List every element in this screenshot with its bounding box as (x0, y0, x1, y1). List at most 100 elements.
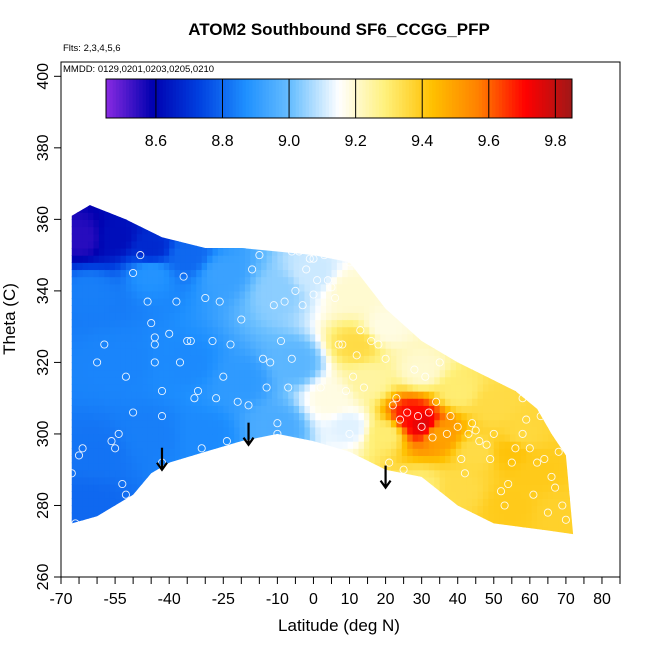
heat-cell (212, 419, 219, 428)
heat-cell (185, 205, 192, 206)
heat-cell (299, 405, 306, 414)
heat-cell (61, 248, 67, 256)
heat-cell (147, 205, 154, 213)
heat-cell (250, 205, 257, 213)
heat-cell (510, 326, 517, 335)
heat-cell (466, 505, 473, 514)
heat-cell (515, 298, 522, 306)
heat-cell (353, 305, 360, 313)
colorbar-segment (332, 79, 337, 118)
heat-cell (320, 391, 327, 399)
heat-cell (228, 240, 235, 249)
heat-cell (88, 212, 95, 220)
heat-cell (250, 340, 257, 349)
heat-cell (217, 340, 224, 349)
heat-cell (71, 255, 73, 263)
heat-cell (266, 255, 273, 263)
heat-cell (196, 405, 203, 414)
heat-cell (445, 469, 452, 478)
heat-cell (515, 419, 522, 428)
heat-cell (71, 247, 73, 256)
heat-cell (223, 519, 230, 528)
heat-cell (82, 276, 89, 285)
heat-cell (147, 355, 154, 364)
heat-cell (304, 191, 310, 199)
heat-cell (488, 255, 495, 263)
sample-point (129, 268, 138, 278)
heat-cell (488, 205, 495, 206)
heat-cell (174, 426, 181, 435)
heat-cell (353, 326, 360, 335)
heat-cell (88, 498, 95, 507)
heat-cell (428, 247, 435, 256)
heat-cell (407, 340, 414, 349)
heat-cell (336, 262, 343, 271)
heat-cell (575, 248, 581, 256)
heat-cell (385, 441, 392, 449)
sample-point (291, 286, 300, 295)
heat-cell (423, 255, 430, 263)
heat-cell (71, 326, 73, 335)
heat-cell (169, 312, 176, 321)
heat-cell (239, 526, 246, 535)
heat-cell (455, 247, 462, 256)
heat-cell (147, 312, 154, 321)
heat-cell (428, 319, 435, 328)
heat-cell (115, 340, 122, 349)
heat-cell (531, 433, 538, 442)
heat-cell (445, 262, 452, 271)
heat-cell (223, 491, 230, 499)
heat-cell (271, 362, 278, 371)
heat-cell (353, 340, 360, 349)
heat-cell (185, 191, 191, 199)
heat-cell (531, 348, 538, 356)
heat-cell (428, 512, 435, 521)
heat-cell (477, 269, 484, 278)
heat-cell (266, 505, 273, 514)
heat-cell (212, 498, 219, 507)
heat-cell (244, 226, 251, 235)
heat-cell (477, 219, 484, 228)
heat-cell (547, 491, 554, 499)
heat-cell (266, 233, 273, 242)
heat-cell (320, 455, 327, 464)
heat-cell (174, 312, 181, 321)
heat-cell (294, 191, 300, 199)
heat-cell (271, 512, 278, 521)
heat-cell (451, 191, 457, 199)
heat-cell (477, 340, 484, 349)
sample-point (118, 479, 127, 489)
heat-cell (174, 262, 181, 271)
heat-cell (526, 426, 533, 435)
heat-cell (412, 512, 419, 521)
heat-cell (163, 519, 170, 528)
heat-cell (255, 376, 262, 385)
heat-cell (304, 484, 311, 492)
heat-cell (342, 484, 349, 492)
heat-cell (439, 412, 446, 421)
heat-cell (293, 484, 300, 492)
heat-cell (266, 412, 273, 421)
heat-cell (115, 405, 122, 414)
heat-cell (558, 219, 565, 228)
heat-cell (309, 476, 316, 485)
heat-cell (207, 340, 214, 349)
colorbar-segment (495, 79, 500, 118)
heat-cell (326, 391, 333, 399)
heat-cell (61, 219, 67, 227)
heat-cell (455, 369, 462, 378)
heat-cell (136, 398, 143, 406)
heat-cell (174, 412, 181, 421)
heat-cell (418, 369, 425, 378)
heat-cell (461, 498, 468, 507)
heat-cell (152, 455, 159, 464)
heat-cell (93, 441, 100, 449)
colorbar-segment (152, 79, 157, 118)
heat-cell (293, 369, 300, 378)
heat-cell (212, 448, 219, 456)
heat-cell (407, 476, 414, 485)
heat-cell (228, 383, 235, 392)
heat-cell (423, 283, 430, 292)
heat-cell (374, 312, 381, 321)
heat-cell (472, 326, 479, 335)
